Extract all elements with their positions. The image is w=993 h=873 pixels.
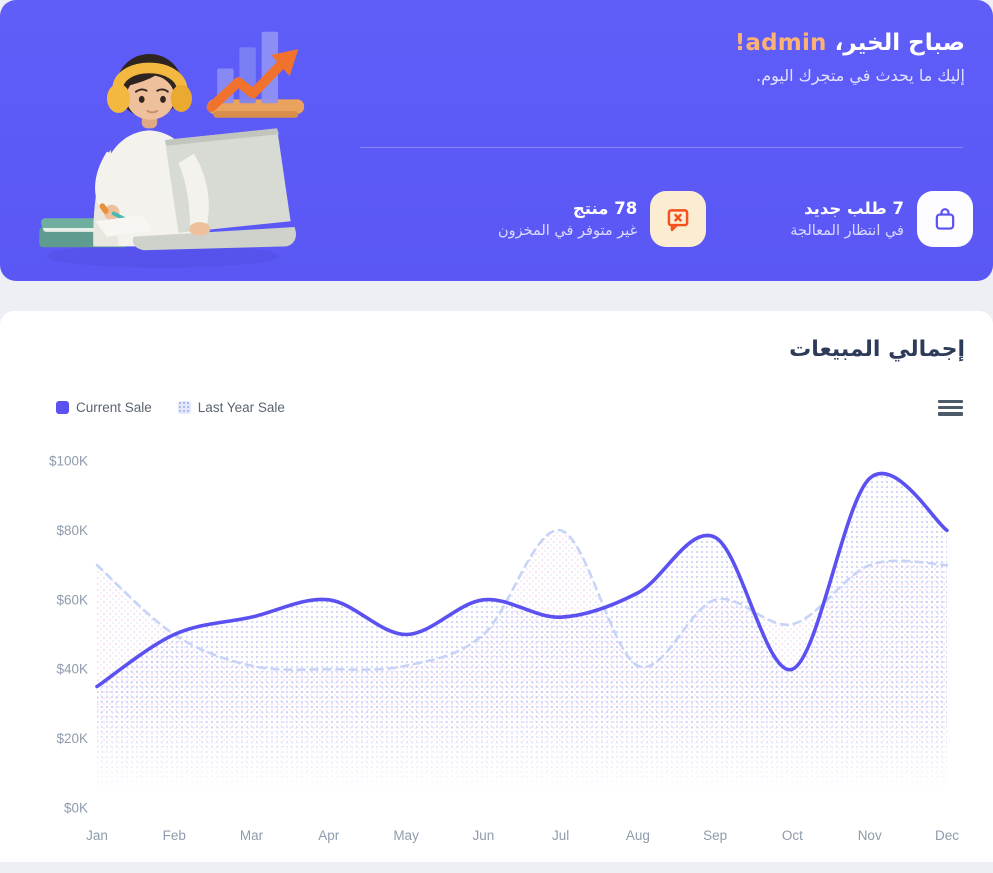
last-year-sale-marker-icon (177, 401, 191, 415)
svg-text:May: May (393, 828, 419, 843)
stat-value: 7 طلب جديد (804, 199, 904, 218)
person-at-laptop (39, 53, 296, 268)
svg-text:Sep: Sep (703, 828, 727, 843)
menu-icon[interactable] (935, 397, 966, 419)
svg-text:Oct: Oct (782, 828, 803, 843)
svg-text:Dec: Dec (935, 828, 959, 843)
stat-out-of-stock[interactable]: 78 منتج غير متوفر في المخزون (497, 191, 707, 247)
message-x-icon (650, 191, 707, 247)
welcome-banner: صباح الخير، admin! إليك ما يحدث في متجرك… (0, 0, 993, 281)
svg-text:Feb: Feb (163, 828, 186, 843)
svg-text:$0K: $0K (64, 801, 88, 816)
svg-text:Jul: Jul (552, 828, 569, 843)
svg-text:Nov: Nov (858, 828, 882, 843)
stat-caption: في انتظار المعالجة (790, 223, 904, 239)
greeting-prefix: صباح الخير، (826, 30, 965, 56)
legend-label: Current Sale (76, 400, 152, 416)
svg-text:Mar: Mar (240, 828, 264, 843)
legend-item-current-sale[interactable]: Current Sale (56, 400, 152, 415)
banner-divider (360, 147, 963, 148)
svg-text:$40K: $40K (56, 662, 88, 677)
sales-section-title: إجمالي المبيعات (789, 337, 965, 362)
total-sales-card: إجمالي المبيعات Current Sale Last Year S… (0, 311, 993, 862)
greeting-block: صباح الخير، admin! إليك ما يحدث في متجرك… (735, 30, 965, 85)
banner-stats: 7 طلب جديد في انتظار المعالجة 78 منتج غي… (498, 191, 973, 247)
chart-header: Current Sale Last Year Sale (0, 397, 993, 419)
svg-text:$100K: $100K (49, 454, 88, 469)
svg-text:$20K: $20K (56, 731, 88, 746)
stat-value: 78 منتج (572, 199, 638, 218)
svg-text:$80K: $80K (56, 523, 88, 538)
greeting-title: صباح الخير، admin! (735, 30, 965, 56)
svg-text:Jan: Jan (86, 828, 108, 843)
legend-item-last-year-sale[interactable]: Last Year Sale (177, 400, 285, 416)
greeting-subtitle: إليك ما يحدث في متجرك اليوم. (756, 66, 965, 85)
svg-text:Jun: Jun (472, 828, 494, 843)
stat-new-orders[interactable]: 7 طلب جديد في انتظار المعالجة (790, 191, 973, 247)
greeting-username: admin! (734, 30, 827, 56)
current-sale-marker-icon (56, 401, 69, 415)
growth-chart-3d-icon (206, 31, 305, 118)
svg-text:Aug: Aug (626, 828, 650, 843)
svg-text:$60K: $60K (56, 592, 88, 607)
hero-illustration (39, 31, 305, 268)
shopping-bag-icon (917, 191, 973, 247)
sales-chart: $0K $20K $40K $60K $80K $100K Jan Feb Mar Apr May J… (49, 454, 959, 844)
stat-caption: غير متوفر في المخزون (497, 223, 638, 239)
legend-label: Last Year Sale (197, 400, 285, 416)
chart-legend: Current Sale Last Year Sale (56, 400, 285, 415)
svg-text:Apr: Apr (318, 828, 340, 843)
